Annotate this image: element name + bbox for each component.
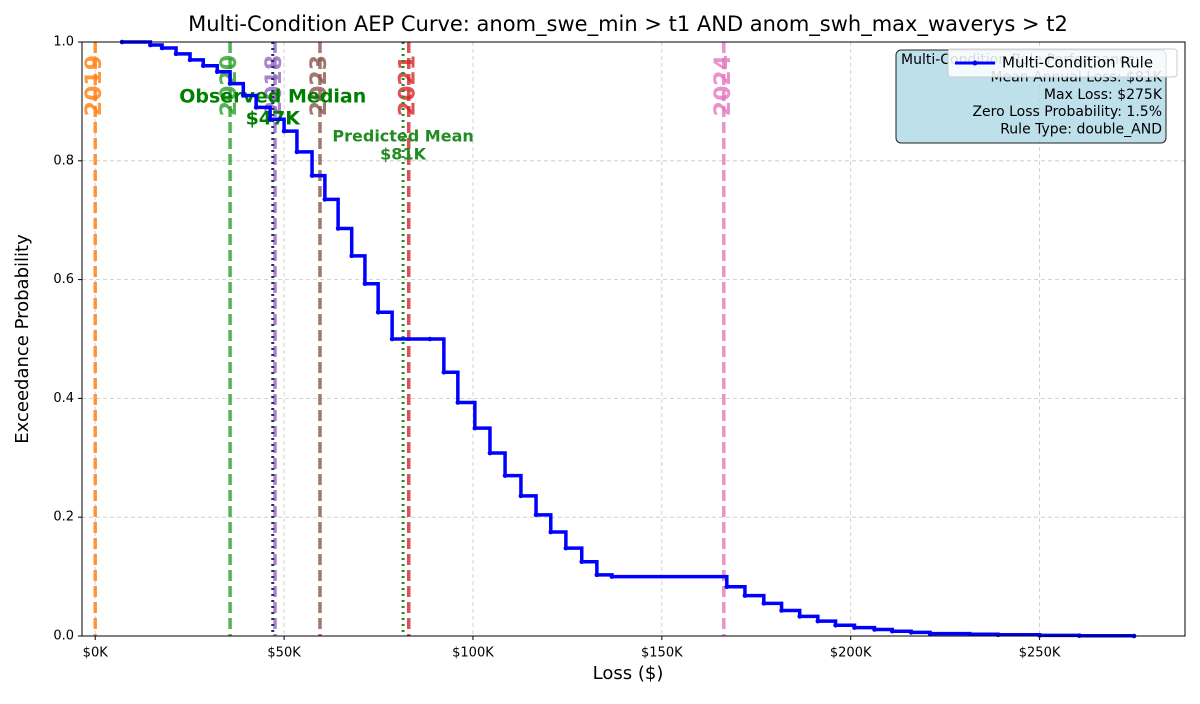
data-point [742, 593, 748, 598]
y-axis-label: Exceedance Probability [12, 234, 33, 444]
data-point [173, 51, 179, 57]
data-point [609, 574, 615, 579]
year-label: 2023 [307, 55, 332, 116]
data-point [579, 559, 585, 565]
data-point [1037, 633, 1042, 638]
reference-value-label: $81K [380, 145, 426, 164]
data-point [362, 281, 368, 287]
plot-frame [81, 41, 1186, 637]
y-tick-label: 0.0 [53, 629, 74, 644]
data-point [294, 149, 300, 155]
year-label: 2024 [711, 55, 736, 116]
data-point [389, 336, 395, 342]
data-point [349, 253, 355, 259]
x-tick-label: $250K [1019, 646, 1061, 661]
x-axis-label: Loss ($) [593, 663, 664, 684]
data-point [533, 512, 539, 518]
data-point [455, 400, 461, 405]
x-tick-label: $0K [83, 646, 109, 661]
data-point [240, 93, 246, 98]
x-tick-label: $200K [830, 646, 872, 661]
data-point [148, 42, 153, 48]
info-line: Rule Type: double_AND [1000, 122, 1162, 138]
data-point [563, 545, 569, 551]
data-point [852, 625, 857, 630]
legend-marker [972, 60, 978, 66]
year-label: 2019 [82, 55, 107, 116]
data-point [815, 618, 821, 624]
y-tick-label: 0.6 [53, 272, 74, 287]
data-point [227, 81, 233, 86]
legend-label: Multi-Condition Rule [1002, 54, 1153, 72]
data-point [487, 450, 493, 456]
legend-box [947, 48, 1178, 78]
data-point [797, 614, 803, 619]
data-point [761, 601, 767, 606]
data-point [200, 63, 206, 69]
data-point [872, 627, 877, 632]
data-point [833, 623, 838, 628]
info-line: Max Loss: $275K [1044, 87, 1163, 103]
reference-label: Observed Median [179, 86, 366, 108]
y-tick-label: 1.0 [53, 35, 74, 50]
reference-label: Predicted Mean [332, 127, 473, 146]
data-point [187, 57, 193, 63]
data-point [967, 631, 972, 637]
data-point [335, 226, 341, 231]
data-point [441, 369, 447, 375]
y-tick-label: 0.4 [53, 391, 74, 406]
data-point [927, 631, 933, 636]
data-point [375, 309, 381, 315]
data-point [594, 572, 600, 578]
x-tick-label: $150K [641, 646, 683, 661]
data-point [281, 128, 287, 134]
year-label: 2021 [396, 55, 421, 116]
data-point [502, 473, 508, 478]
data-point [779, 608, 784, 613]
data-point [427, 336, 433, 342]
data-point [908, 630, 914, 635]
chart-title: Multi-Condition AEP Curve: anom_swe_min … [188, 12, 1068, 37]
data-point [518, 493, 524, 499]
data-point [548, 529, 554, 535]
data-point [253, 105, 259, 110]
data-point [214, 69, 220, 74]
data-point [267, 116, 273, 122]
y-tick-label: 0.2 [53, 510, 74, 525]
data-point [889, 628, 895, 634]
data-point [472, 425, 478, 431]
data-point [724, 584, 730, 589]
data-point [322, 197, 328, 202]
info-line: Zero Loss Probability: 1.5% [972, 104, 1162, 120]
data-point [309, 173, 315, 178]
data-point [159, 45, 165, 51]
y-tick-label: 0.8 [53, 153, 74, 168]
x-tick-label: $100K [452, 646, 494, 661]
x-tick-label: $50K [267, 646, 301, 661]
